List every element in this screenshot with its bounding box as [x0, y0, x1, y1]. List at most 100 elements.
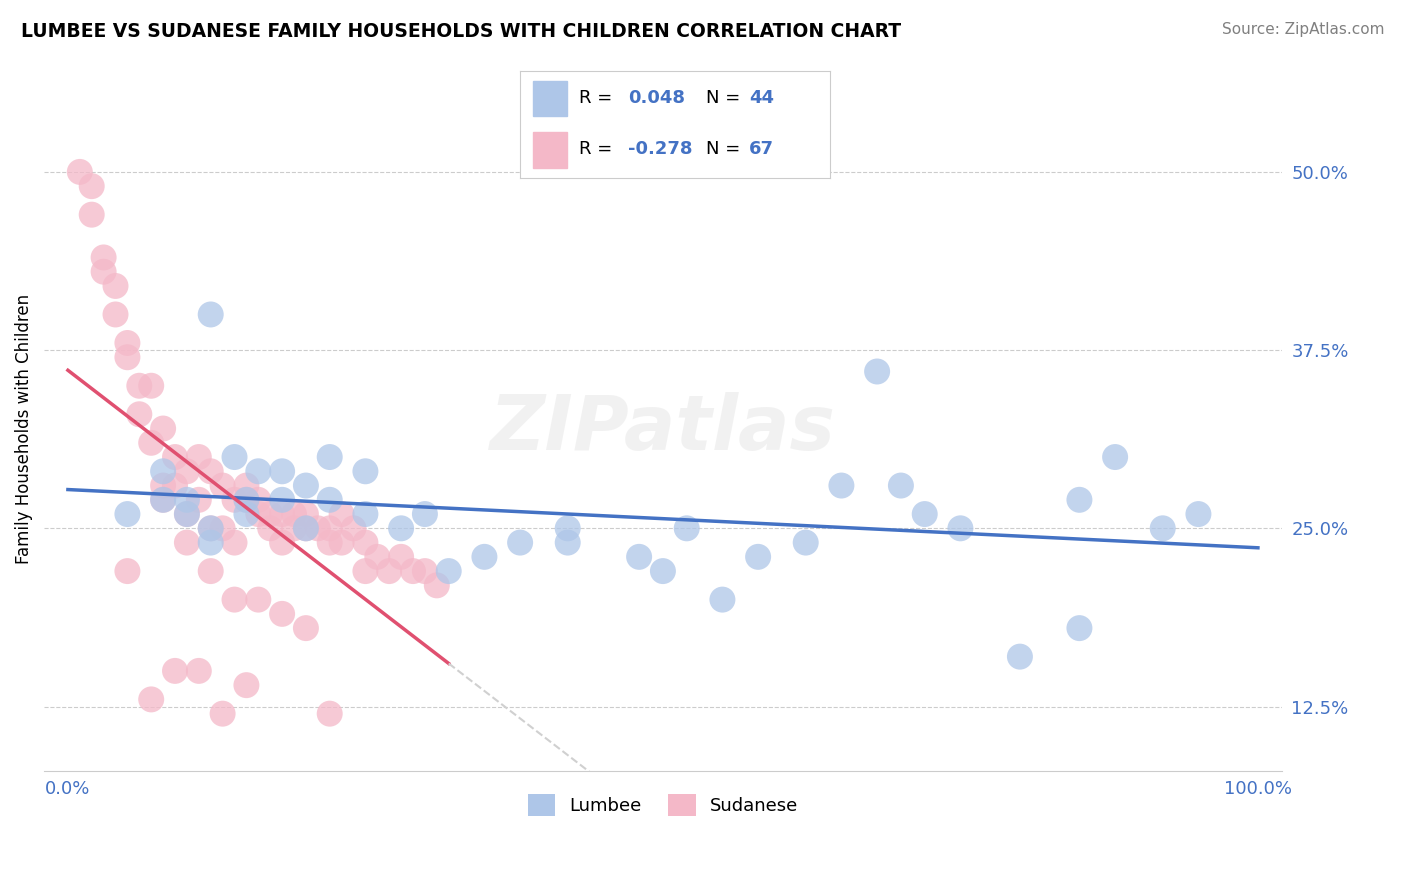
Point [1152, 521, 1174, 535]
Point [866, 364, 889, 378]
Point [628, 549, 651, 564]
Point [163, 478, 186, 492]
Point [389, 521, 412, 535]
Point [1008, 649, 1031, 664]
Point [93, 265, 115, 279]
Point [200, 521, 222, 535]
Point [675, 521, 697, 535]
Point [235, 492, 257, 507]
Point [366, 549, 388, 564]
Point [295, 507, 318, 521]
Point [747, 549, 769, 564]
Point [176, 507, 198, 521]
Point [152, 464, 174, 478]
Point [271, 535, 294, 549]
Point [200, 521, 222, 535]
Point [235, 478, 257, 492]
Point [211, 521, 233, 535]
Text: ZIPatlas: ZIPatlas [489, 392, 837, 466]
Point [247, 592, 270, 607]
Point [69, 165, 91, 179]
Point [283, 507, 305, 521]
Point [319, 492, 342, 507]
Point [224, 492, 246, 507]
Point [224, 592, 246, 607]
Text: 44: 44 [749, 89, 775, 107]
Point [187, 664, 209, 678]
Point [283, 521, 305, 535]
Point [176, 535, 198, 549]
Point [176, 492, 198, 507]
Point [651, 564, 673, 578]
Point [319, 450, 342, 464]
Point [413, 564, 436, 578]
Point [949, 521, 972, 535]
Text: R =: R = [579, 89, 619, 107]
Point [141, 378, 163, 392]
Point [1104, 450, 1126, 464]
Point [200, 564, 222, 578]
Point [211, 478, 233, 492]
Point [141, 435, 163, 450]
Point [247, 464, 270, 478]
Point [319, 706, 342, 721]
Point [235, 492, 257, 507]
Point [474, 549, 496, 564]
Text: LUMBEE VS SUDANESE FAMILY HOUSEHOLDS WITH CHILDREN CORRELATION CHART: LUMBEE VS SUDANESE FAMILY HOUSEHOLDS WIT… [21, 22, 901, 41]
Point [141, 692, 163, 706]
Point [830, 478, 852, 492]
Point [295, 621, 318, 635]
Point [354, 464, 377, 478]
Point [271, 464, 294, 478]
Point [295, 521, 318, 535]
Point [176, 507, 198, 521]
Point [1069, 621, 1091, 635]
Point [224, 450, 246, 464]
Point [295, 521, 318, 535]
Point [235, 507, 257, 521]
Point [794, 535, 817, 549]
Point [104, 279, 127, 293]
Point [1069, 492, 1091, 507]
Point [152, 421, 174, 435]
Bar [533, 132, 567, 168]
Text: -0.278: -0.278 [628, 141, 693, 159]
Point [557, 521, 579, 535]
Point [259, 507, 281, 521]
Point [890, 478, 912, 492]
Point [1187, 507, 1209, 521]
Point [271, 492, 294, 507]
Text: N =: N = [706, 141, 745, 159]
Point [128, 378, 150, 392]
Text: R =: R = [579, 141, 619, 159]
Point [378, 564, 401, 578]
Point [163, 664, 186, 678]
Point [402, 564, 425, 578]
Text: 0.048: 0.048 [628, 89, 686, 107]
Point [330, 535, 353, 549]
Point [152, 492, 174, 507]
Point [437, 564, 460, 578]
Point [117, 336, 139, 351]
Point [104, 308, 127, 322]
Point [163, 450, 186, 464]
Point [354, 507, 377, 521]
Point [330, 507, 353, 521]
Point [319, 521, 342, 535]
Point [152, 492, 174, 507]
Point [271, 607, 294, 621]
Point [128, 407, 150, 421]
Point [117, 507, 139, 521]
Legend: Lumbee, Sudanese: Lumbee, Sudanese [520, 787, 806, 823]
Point [307, 521, 329, 535]
Point [187, 492, 209, 507]
Point [224, 535, 246, 549]
Point [93, 251, 115, 265]
Point [389, 549, 412, 564]
Text: 67: 67 [749, 141, 775, 159]
Point [247, 507, 270, 521]
Point [557, 535, 579, 549]
Point [271, 507, 294, 521]
Point [342, 521, 364, 535]
Point [200, 535, 222, 549]
